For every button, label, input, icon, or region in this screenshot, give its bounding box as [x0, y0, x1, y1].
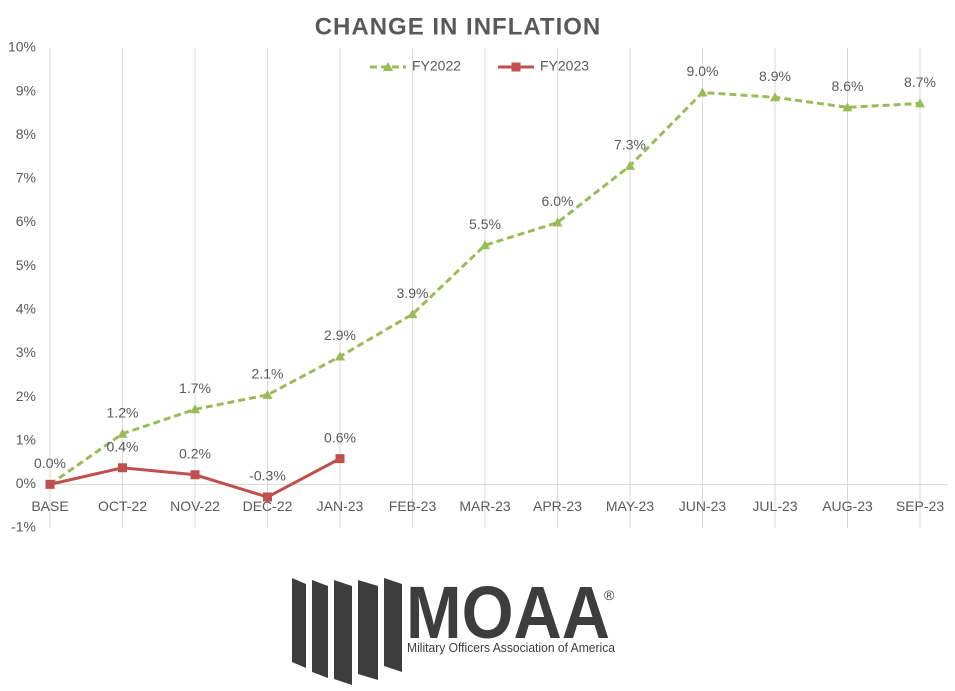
data-label: 3.9% [397, 285, 429, 301]
point-marker [552, 217, 563, 227]
data-label: 8.7% [904, 74, 936, 90]
x-tick-label: FEB-23 [389, 498, 437, 514]
y-tick-label: 4% [16, 301, 36, 317]
point-marker [117, 428, 128, 438]
x-tick-label: BASE [31, 498, 68, 514]
chart-title: CHANGE IN INFLATION [315, 13, 602, 40]
y-tick-label: 2% [16, 388, 36, 404]
x-tick-label: JAN-23 [317, 498, 364, 514]
point-marker [335, 454, 345, 464]
point-marker [45, 479, 55, 489]
y-tick-label: 8% [16, 126, 36, 142]
x-tick-label: AUG-23 [822, 498, 873, 514]
x-tick-label: JUL-23 [752, 498, 797, 514]
data-label: 6.0% [542, 193, 574, 209]
point-marker [190, 404, 200, 414]
data-label: 2.1% [252, 366, 284, 382]
x-tick-label: SEP-23 [896, 498, 944, 514]
data-label: 2.9% [324, 327, 356, 343]
legend-label: FY2023 [540, 58, 589, 74]
data-label: 0.0% [34, 455, 66, 471]
point-marker [263, 492, 272, 502]
y-tick-label: 10% [8, 39, 36, 55]
legend-label: FY2022 [412, 58, 461, 74]
logo-registered: ® [604, 587, 615, 603]
point-marker [770, 92, 780, 102]
x-tick-label: JUN-23 [679, 498, 727, 514]
data-label: 8.9% [759, 68, 791, 84]
x-tick-label: APR-23 [533, 498, 582, 514]
y-tick-label: 6% [16, 213, 36, 229]
data-label: 1.2% [107, 404, 139, 420]
x-tick-label: MAY-23 [606, 498, 654, 514]
legend-marker [511, 62, 521, 72]
point-marker [190, 470, 200, 480]
point-marker [407, 309, 418, 319]
logo-name: MOAA [406, 571, 610, 654]
logo-stripe [358, 580, 378, 680]
point-marker [625, 160, 635, 170]
point-marker [697, 87, 708, 97]
y-tick-label: 7% [16, 170, 36, 186]
data-label: 0.2% [179, 445, 211, 461]
logo-stripe [312, 580, 328, 678]
logo-tagline: Military Officers Association of America [407, 641, 615, 655]
data-label: 7.3% [614, 137, 646, 153]
y-tick-label: 0% [16, 475, 36, 491]
x-tick-label: OCT-22 [98, 498, 147, 514]
data-label: 0.6% [324, 429, 356, 445]
y-tick-label: 1% [16, 431, 36, 447]
point-marker [335, 351, 345, 361]
x-tick-label: DEC-22 [243, 498, 293, 514]
y-tick-label: 9% [16, 82, 36, 98]
y-tick-label: 5% [16, 257, 36, 273]
point-marker [262, 389, 273, 399]
x-tick-label: MAR-23 [459, 498, 511, 514]
point-marker [118, 463, 127, 473]
point-marker [480, 240, 490, 250]
data-label: 0.4% [107, 438, 139, 454]
x-tick-label: NOV-22 [170, 498, 220, 514]
logo: MOAA ® Military Officers Association of … [292, 571, 615, 685]
point-marker [842, 102, 853, 112]
logo-stripe [384, 578, 402, 672]
data-label: 1.7% [179, 380, 211, 396]
logo-stripe [292, 578, 306, 668]
logo-stripe [334, 580, 352, 685]
data-label: 5.5% [469, 216, 501, 232]
legend-marker [383, 62, 393, 71]
data-label: 9.0% [687, 63, 719, 79]
data-label: 8.6% [832, 78, 864, 94]
y-tick-label: -1% [11, 519, 36, 535]
y-tick-label: 3% [16, 344, 36, 360]
data-label: -0.3% [249, 468, 286, 484]
point-marker [915, 98, 925, 108]
